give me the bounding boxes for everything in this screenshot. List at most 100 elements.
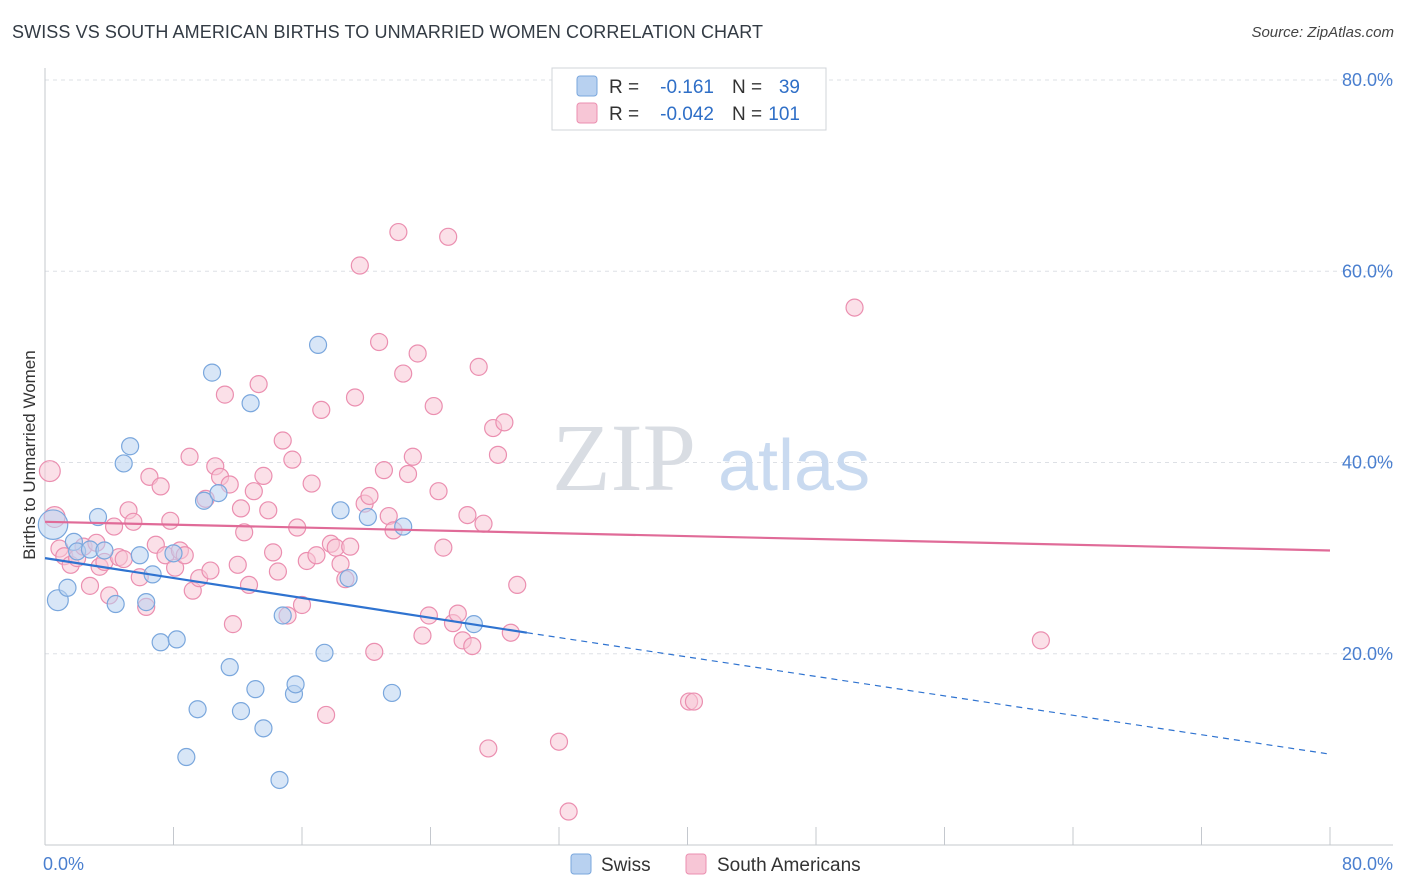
south-americans-point: [408, 344, 427, 363]
trend-line-south-americans: [44, 520, 1331, 552]
swiss-point: [241, 394, 260, 413]
south-americans-point: [312, 400, 331, 420]
swiss-point: [114, 454, 133, 473]
south-americans-point: [413, 626, 432, 645]
x-tick-labels: 0.0% 80.0%: [43, 854, 1393, 874]
swiss-point: [121, 437, 140, 456]
swiss-point: [106, 594, 125, 614]
swiss-point: [273, 606, 292, 625]
legend-sa-r-value: -0.042: [660, 104, 714, 125]
south-americans-point: [370, 332, 389, 352]
south-americans-point: [845, 298, 864, 317]
swiss-point: [167, 630, 186, 649]
south-americans-point: [235, 523, 254, 542]
south-americans-point: [419, 606, 438, 625]
legend-box: R = -0.161 N = 39 R = -0.042 N = 101: [551, 67, 827, 131]
south-americans-point: [439, 227, 458, 246]
y-tick-label-80: 80.0%: [1342, 70, 1393, 90]
south-americans-point: [463, 636, 482, 656]
bottom-legend-swiss: Swiss: [601, 855, 651, 876]
south-americans-point: [559, 802, 578, 821]
swiss-point: [177, 747, 196, 767]
swiss-point: [308, 335, 328, 354]
south-americans-point: [273, 431, 292, 450]
swiss-point: [220, 658, 239, 677]
south-americans-point: [394, 364, 413, 383]
watermark: ZIP atlas: [552, 404, 870, 511]
legend-swiss-r-value: -0.161: [660, 77, 714, 98]
x-tick-label-max: 80.0%: [1342, 854, 1393, 874]
south-americans-point: [341, 537, 360, 556]
south-americans-point: [249, 374, 268, 394]
trend-lines: [44, 520, 1331, 755]
south-americans-point: [488, 445, 508, 464]
south-americans-point: [302, 474, 321, 493]
south-americans-point: [508, 575, 527, 595]
swiss-point: [164, 544, 183, 563]
legend-sa-n-label: N =: [732, 104, 762, 125]
south-americans-point: [389, 222, 408, 242]
legend-swiss-r-label: R =: [609, 77, 639, 98]
swiss-point: [246, 680, 265, 699]
y-tick-labels: 20.0% 40.0% 60.0% 80.0%: [1342, 70, 1393, 664]
south-americans-point: [474, 514, 493, 533]
south-americans-point: [360, 486, 379, 506]
bottom-legend: Swiss South Americans: [570, 853, 861, 876]
swiss-point: [254, 719, 273, 738]
south-americans-point: [429, 482, 448, 501]
y-tick-label-60: 60.0%: [1342, 261, 1393, 281]
series-south-americans-points: [38, 222, 1050, 821]
bottom-legend-swatch-south-americans: [685, 853, 707, 875]
gridlines: [45, 79, 1393, 655]
south-americans-point: [501, 623, 520, 642]
swiss-point: [130, 546, 149, 565]
swiss-point: [194, 491, 214, 510]
swiss-point: [151, 633, 170, 652]
bottom-legend-south-americans: South Americans: [717, 855, 861, 876]
legend-swatch-south-americans: [576, 102, 598, 124]
swiss-point: [58, 578, 77, 597]
south-americans-point: [161, 511, 180, 530]
south-americans-point: [124, 512, 143, 531]
source-label: Source: ZipAtlas.com: [1251, 24, 1394, 41]
south-americans-point: [1031, 631, 1050, 650]
swiss-point: [137, 593, 156, 612]
south-americans-point: [80, 576, 100, 595]
south-americans-point: [495, 413, 514, 432]
swiss-point: [37, 509, 69, 540]
swiss-point: [394, 517, 413, 536]
y-tick-label-20: 20.0%: [1342, 644, 1393, 664]
swiss-point: [209, 484, 228, 503]
swiss-point: [270, 770, 289, 790]
legend-sa-n-value: 101: [768, 104, 800, 125]
south-americans-point: [263, 543, 283, 562]
swiss-point: [95, 541, 114, 560]
axes: [44, 68, 1393, 846]
legend-sa-r-label: R =: [609, 104, 639, 125]
south-americans-point: [469, 357, 488, 376]
legend-swiss-n-value: 39: [779, 77, 800, 98]
south-americans-point: [104, 517, 124, 536]
south-americans-point: [180, 447, 199, 466]
south-americans-point: [151, 477, 170, 496]
x-tick-label-min: 0.0%: [43, 854, 84, 874]
south-americans-point: [374, 461, 394, 480]
south-americans-point: [316, 705, 336, 725]
legend-swiss-n-label: N =: [732, 77, 762, 98]
south-americans-point: [223, 615, 243, 634]
south-americans-point: [424, 396, 443, 416]
trend-line-swiss-extension: [526, 632, 1331, 755]
south-americans-point: [345, 388, 365, 407]
south-americans-point: [448, 604, 467, 623]
swiss-point: [358, 507, 377, 527]
swiss-point: [339, 569, 358, 588]
chart-title: SWISS VS SOUTH AMERICAN BIRTHS TO UNMARR…: [12, 22, 764, 42]
swiss-point: [315, 643, 334, 662]
south-americans-point: [201, 561, 220, 580]
south-americans-point: [215, 385, 234, 404]
south-americans-point: [458, 505, 477, 525]
swiss-point: [231, 702, 251, 721]
south-americans-point: [268, 562, 288, 581]
swiss-point: [88, 507, 108, 527]
